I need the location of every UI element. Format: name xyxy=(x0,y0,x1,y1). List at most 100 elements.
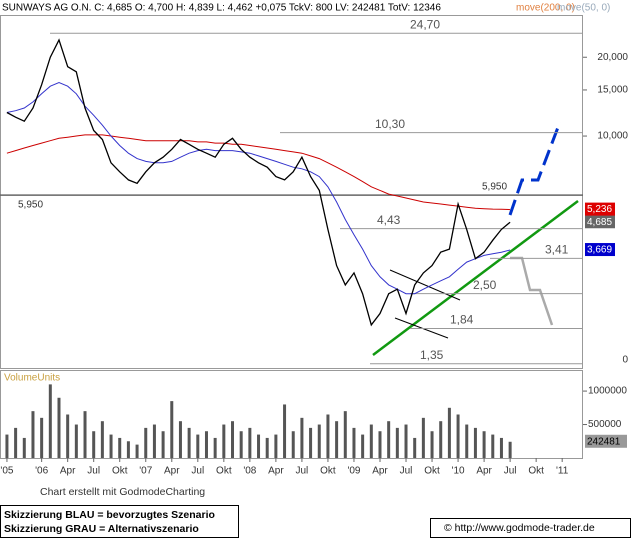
price-panel xyxy=(0,15,583,369)
level-label: 10,30 xyxy=(375,117,405,131)
volume-bar xyxy=(430,431,434,458)
volume-bar xyxy=(404,424,408,458)
price-tag xyxy=(585,215,615,229)
x-tick-label: '06 xyxy=(35,466,48,477)
volume-bar xyxy=(239,431,243,458)
level-label: 1,84 xyxy=(450,313,474,327)
x-tick-label: Okt xyxy=(216,466,232,477)
level-label: 4,43 xyxy=(377,213,401,227)
volume-bar xyxy=(74,424,78,458)
price-tag xyxy=(585,243,615,257)
level-label: 5,950 xyxy=(18,200,43,211)
volume-bar xyxy=(283,404,287,458)
x-tick-label: '07 xyxy=(139,466,152,477)
x-tick-label: '05 xyxy=(0,466,13,477)
x-tick-label: Jul xyxy=(296,466,309,477)
volume-bar xyxy=(92,431,96,458)
volume-bar xyxy=(48,384,52,458)
y-tick-label: 0 xyxy=(622,355,628,366)
volume-bar xyxy=(387,421,391,458)
price-tag-label: 4,685 xyxy=(587,217,612,228)
price-tag-label: 3,669 xyxy=(587,245,612,256)
x-tick-label: Apr xyxy=(164,466,180,477)
x-tick-label: Jul xyxy=(191,466,204,477)
volume-bar xyxy=(126,441,130,458)
volume-bar xyxy=(204,431,208,458)
note: Skizzierung BLAU = bevorzugtes Szenario xyxy=(4,509,215,521)
price-tag xyxy=(585,202,615,216)
x-tick-label: Okt xyxy=(112,466,128,477)
note-box xyxy=(0,505,239,538)
price-tag-label: 5,236 xyxy=(587,204,612,215)
volume-bar xyxy=(361,434,365,458)
x-tick-label: '08 xyxy=(243,466,256,477)
volume-bar xyxy=(482,431,486,458)
volume-bar xyxy=(66,414,70,458)
y-tick-label: 15,000 xyxy=(597,85,628,96)
source-box xyxy=(430,518,631,538)
channel-line xyxy=(394,317,449,339)
series-line xyxy=(6,134,511,211)
volume-bar xyxy=(161,431,165,458)
series-line xyxy=(6,38,511,327)
volume-bar xyxy=(31,411,35,458)
y-tick-label: 1000000 xyxy=(588,386,627,397)
volume-bar xyxy=(413,437,417,458)
x-tick-label: '09 xyxy=(347,466,360,477)
volume-bar xyxy=(57,397,61,458)
volume-bar xyxy=(447,407,451,458)
volume-bar xyxy=(100,421,104,458)
volume-bar xyxy=(187,427,191,458)
x-tick-label: Apr xyxy=(476,466,492,477)
series-line xyxy=(6,82,511,295)
volume-bar xyxy=(40,417,44,458)
level-label: 3,41 xyxy=(545,243,569,257)
volume-bar xyxy=(248,427,252,458)
channel-line xyxy=(389,269,461,301)
volume-bar xyxy=(343,411,347,458)
volume-bar xyxy=(300,417,304,458)
volume-bar xyxy=(456,414,460,458)
trend-line xyxy=(372,200,579,356)
x-tick-label: Apr xyxy=(60,466,76,477)
x-tick-label: Jul xyxy=(87,466,100,477)
x-tick-label: Okt xyxy=(528,466,544,477)
volume-bar xyxy=(309,427,313,458)
volume-tag xyxy=(585,434,627,448)
y-tick-label: 20,000 xyxy=(597,52,628,63)
volume-bar xyxy=(14,427,18,458)
source: © http://www.godmode-trader.de xyxy=(444,522,595,534)
volume-bar xyxy=(265,437,269,458)
x-tick-label: Okt xyxy=(424,466,440,477)
volume-bar xyxy=(118,437,122,458)
volume-bar xyxy=(291,431,295,458)
credit: Chart erstellt mit GodmodeCharting xyxy=(40,486,205,498)
volume-bar xyxy=(109,434,113,458)
volume-bar xyxy=(257,434,261,458)
level-label: 5,950 xyxy=(482,182,507,193)
legend-entry: move(50, 0) xyxy=(557,3,610,14)
volume-bar xyxy=(369,424,373,458)
volume-bar xyxy=(5,434,9,458)
volume-bar xyxy=(152,424,156,458)
volume-bar xyxy=(144,427,148,458)
volume-bar xyxy=(317,424,321,458)
volume-bar xyxy=(196,434,200,458)
volume-bar xyxy=(508,441,512,458)
volume-bar xyxy=(439,421,443,458)
y-tick-label: 10,000 xyxy=(597,131,628,142)
volume-bar xyxy=(274,434,278,458)
volume-bar xyxy=(421,417,425,458)
volume-bar xyxy=(491,434,495,458)
volume-bar xyxy=(170,401,174,458)
volume-bar xyxy=(83,411,87,458)
level-label: 24,70 xyxy=(410,17,440,31)
volume-bar xyxy=(473,427,477,458)
volume-bar xyxy=(326,414,330,458)
x-tick-label: Jul xyxy=(504,466,517,477)
volume-bar xyxy=(395,427,399,458)
x-tick-label: '10 xyxy=(452,466,465,477)
legend-entry: move(200, 0) xyxy=(516,3,575,14)
volume-bar xyxy=(22,437,26,458)
